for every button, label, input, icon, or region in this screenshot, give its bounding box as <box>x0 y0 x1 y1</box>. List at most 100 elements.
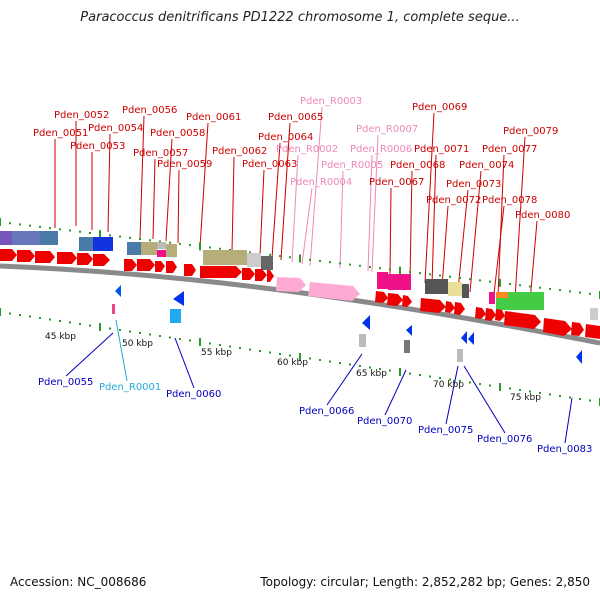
gene-label[interactable]: Pden_0075 <box>418 425 473 436</box>
feature-box <box>247 253 261 267</box>
tick-mark <box>249 251 251 254</box>
gene-label[interactable]: Pden_0054 <box>88 123 143 134</box>
tick-mark <box>439 377 441 379</box>
leader-line <box>384 369 407 416</box>
gene-arrow <box>576 350 582 364</box>
gene-label[interactable]: Pden_0083 <box>537 444 592 455</box>
gene-arrow <box>93 254 110 266</box>
tick-mark <box>509 283 511 286</box>
tick-mark <box>189 244 191 247</box>
gene-label[interactable]: Pden_0060 <box>166 389 221 400</box>
leader-line <box>367 154 373 272</box>
gene-label[interactable]: Pden_0064 <box>258 132 313 143</box>
leader-line <box>326 353 363 406</box>
tick-mark <box>259 350 261 352</box>
gene-label[interactable]: Pden_0069 <box>412 102 467 113</box>
tick-mark <box>39 317 41 319</box>
tick-mark <box>139 238 141 241</box>
leader-line <box>152 158 156 240</box>
leader-line <box>497 154 505 297</box>
gene-label[interactable]: Pden_R0006 <box>350 144 412 155</box>
gene-label[interactable]: Pden_0067 <box>369 177 424 188</box>
gene-label[interactable]: Pden_0058 <box>150 128 205 139</box>
gene-label[interactable]: Pden_0055 <box>38 377 93 388</box>
tick-mark <box>569 290 571 293</box>
gene-arrow <box>77 253 93 265</box>
tick-mark <box>199 242 201 251</box>
gene-label[interactable]: Pden_R0005 <box>321 160 383 171</box>
tick-mark <box>49 318 51 321</box>
feature-box <box>388 274 411 290</box>
gene-arrow <box>387 293 403 306</box>
leader-line <box>493 205 505 295</box>
gene-label[interactable]: Pden_R0002 <box>276 144 338 155</box>
gene-label[interactable]: Pden_0076 <box>477 434 532 445</box>
feature-box <box>0 231 12 245</box>
tick-mark <box>79 323 81 325</box>
gene-label[interactable]: Pden_0079 <box>503 126 558 137</box>
feature-box <box>496 292 508 299</box>
gene-label[interactable]: Pden_0056 <box>122 105 177 116</box>
gene-label[interactable]: Pden_0068 <box>390 160 445 171</box>
gene-arrow <box>454 302 465 315</box>
tick-mark <box>169 241 171 244</box>
feature-box <box>93 237 113 251</box>
feature-box <box>261 256 273 270</box>
gene-label[interactable]: Pden_0053 <box>70 141 125 152</box>
gene-label[interactable]: Pden_0077 <box>482 144 537 155</box>
tick-mark <box>529 285 531 288</box>
genome-backbone <box>0 263 600 346</box>
gene-label[interactable]: Pden_0051 <box>33 128 88 139</box>
rna-arrow <box>276 277 306 292</box>
tick-mark <box>519 389 521 391</box>
gene-box <box>359 334 366 347</box>
gene-label[interactable]: Pden_0074 <box>459 160 514 171</box>
tick-mark <box>149 333 151 336</box>
tick-mark <box>199 338 201 346</box>
tick-mark <box>419 272 421 275</box>
tick-mark <box>329 360 331 363</box>
gene-label[interactable]: Pden_0061 <box>186 112 241 123</box>
gene-label[interactable]: Pden_0063 <box>242 159 297 170</box>
gene-label[interactable]: Pden_0070 <box>357 416 412 427</box>
tick-mark <box>549 287 551 290</box>
gene-label[interactable]: Pden_R0007 <box>356 124 418 135</box>
tick-mark <box>9 222 11 225</box>
tick-mark <box>429 375 431 378</box>
gene-label[interactable]: Pden_0065 <box>268 112 323 123</box>
tick-mark <box>429 273 431 276</box>
gene-label[interactable]: Pden_0080 <box>515 210 570 221</box>
tick-mark <box>399 266 401 275</box>
tick-mark <box>229 248 231 251</box>
tick-mark <box>489 280 491 283</box>
gene-label[interactable]: Pden_0057 <box>133 148 188 159</box>
tick-mark <box>19 314 21 316</box>
tick-mark <box>119 235 121 238</box>
gene-label[interactable]: Pden_0052 <box>54 110 109 121</box>
gene-arrow <box>155 261 165 272</box>
tick-mark <box>539 286 541 289</box>
gene-label[interactable]: Pden_0059 <box>157 159 212 170</box>
gene-label[interactable]: Pden_0072 <box>426 195 481 206</box>
gene-label[interactable]: Pden_R0003 <box>300 96 362 107</box>
gene-label[interactable]: Pden_0078 <box>482 195 537 206</box>
tick-mark <box>149 239 151 242</box>
gene-label[interactable]: Pden_0071 <box>414 144 469 155</box>
tick-mark <box>349 363 351 366</box>
scale-label: 75 kbp <box>510 393 541 403</box>
tick-mark <box>299 353 301 361</box>
feature-box <box>496 298 544 310</box>
tick-mark <box>109 234 111 237</box>
tick-mark <box>179 338 181 340</box>
gene-label[interactable]: Pden_R0001 <box>99 382 161 393</box>
feature-boxes[interactable] <box>0 231 544 310</box>
tick-mark <box>509 387 511 390</box>
gene-label[interactable]: Pden_0062 <box>212 146 267 157</box>
plus-strand-genes[interactable] <box>0 249 600 339</box>
minus-strand-genes[interactable] <box>112 285 582 364</box>
gene-box <box>112 304 115 314</box>
gene-label[interactable]: Pden_0073 <box>446 179 501 190</box>
gene-label[interactable]: Pden_0066 <box>299 406 354 417</box>
gene-label[interactable]: Pden_R0004 <box>290 177 352 188</box>
